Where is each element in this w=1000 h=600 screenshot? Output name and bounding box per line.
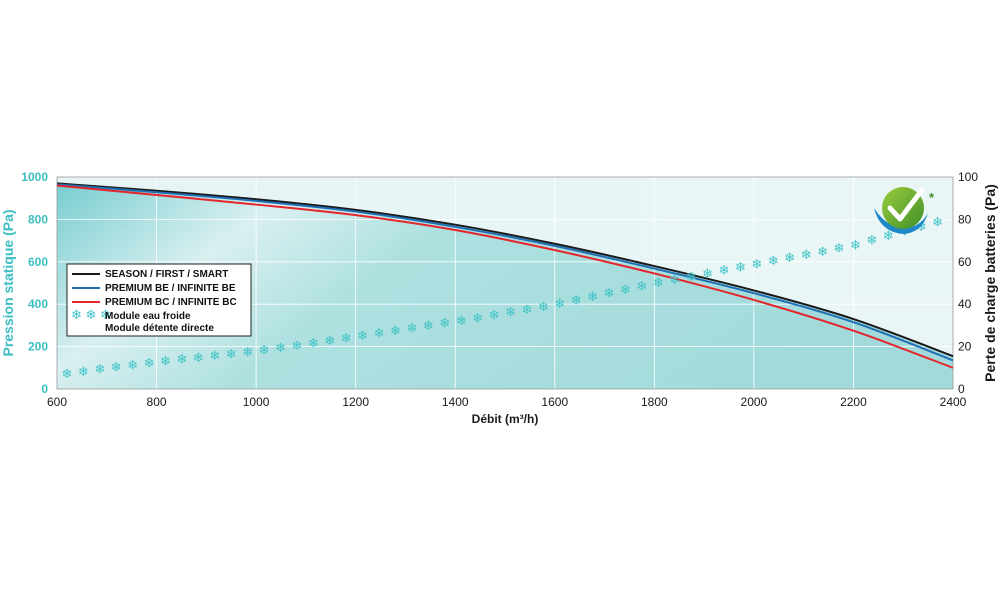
snowflake-marker-24: ❄ [456,313,467,328]
x-tick-1400: 1400 [442,395,469,409]
snowflake-marker-40: ❄ [719,263,730,278]
snowflake-marker-30: ❄ [554,296,565,311]
snowflake-marker-41: ❄ [735,259,746,274]
snowflake-marker-39: ❄ [702,266,713,281]
legend-label-1: PREMIUM BE / INFINITE BE [105,283,236,294]
y-left-tick-600: 600 [28,255,48,269]
legend-snowflake-icon: ❄ ❄ ❄ [71,307,111,322]
y-right-tick-100: 100 [958,170,978,184]
x-tick-1800: 1800 [641,395,668,409]
x-tick-800: 800 [147,395,167,409]
snowflake-marker-3: ❄ [111,360,122,375]
legend-label-2: PREMIUM BC / INFINITE BC [105,297,237,308]
snowflake-marker-32: ❄ [587,289,598,304]
snowflake-marker-1: ❄ [78,364,89,379]
snowflake-marker-16: ❄ [324,333,335,348]
y-left-tick-200: 200 [28,340,48,354]
legend-box [66,263,252,337]
legend-label-0: SEASON / FIRST / SMART [105,269,228,280]
snowflake-marker-15: ❄ [308,335,319,350]
snowflake-marker-50: ❄ [883,228,894,243]
x-tick-2000: 2000 [741,395,768,409]
logo-asterisk: * [929,190,935,205]
plot-frame [56,176,954,390]
y-right-tick-80: 80 [958,212,972,226]
snowflake-marker-33: ❄ [604,286,615,301]
x-tick-1200: 1200 [342,395,369,409]
y-left-tick-1000: 1000 [21,170,48,184]
snowflake-marker-27: ❄ [505,305,516,320]
snowflake-marker-28: ❄ [521,302,532,317]
snowflake-marker-9: ❄ [209,348,220,363]
y-axis-right-title: Perte de charge batteries (Pa) [982,184,998,382]
x-tick-1000: 1000 [243,395,270,409]
y-right-tick-20: 20 [958,340,972,354]
snowflake-marker-21: ❄ [406,321,417,336]
snowflake-marker-35: ❄ [636,279,647,294]
y-right-tick-0: 0 [958,382,965,396]
area-under-curve [57,183,953,389]
snowflake-marker-34: ❄ [620,282,631,297]
snowflake-marker-4: ❄ [127,357,138,372]
snowflake-marker-7: ❄ [176,352,187,367]
snowflake-marker-37: ❄ [669,272,680,287]
y-left-tick-800: 800 [28,212,48,226]
snowflake-marker-45: ❄ [801,247,812,262]
snowflake-marker-0: ❄ [62,366,73,381]
x-axis-title: Débit (m³/h) [472,412,539,426]
snowflake-marker-49: ❄ [866,233,877,248]
snowflake-marker-19: ❄ [374,326,385,341]
series-line-2 [56,184,954,369]
snowflake-marker-46: ❄ [817,244,828,259]
snowflake-marker-43: ❄ [768,253,779,268]
legend: SEASON / FIRST / SMART PREMIUM BE / INFI… [66,263,252,337]
snowflake-marker-14: ❄ [291,338,302,353]
snowflake-marker-48: ❄ [850,237,861,252]
series-line-1 [56,183,954,362]
snowflake-marker-38: ❄ [686,269,697,284]
snowflake-marker-17: ❄ [341,330,352,345]
snowflake-marker-47: ❄ [834,241,845,256]
snowflake-marker-29: ❄ [538,299,549,314]
snowflake-marker-5: ❄ [144,355,155,370]
snowflake-marker-6: ❄ [160,353,171,368]
x-tick-2200: 2200 [840,395,867,409]
snowflake-marker-53: ❄ [932,215,943,230]
snowflake-marker-44: ❄ [784,250,795,265]
legend-label-3b: Module détente directe [105,323,214,334]
series-line-0 [56,182,954,358]
y-axis-left-title: Pression statique (Pa) [0,209,16,356]
legend-label-3: Module eau froide [105,311,191,322]
snowflake-marker-42: ❄ [751,256,762,271]
snowflake-marker-26: ❄ [489,308,500,323]
snowflake-marker-25: ❄ [472,310,483,325]
y-left-tick-0: 0 [41,382,48,396]
brand-logo-icon: * [874,187,935,234]
y-right-tick-40: 40 [958,297,972,311]
snowflake-marker-12: ❄ [259,343,270,358]
snowflake-marker-11: ❄ [242,345,253,360]
x-tick-2400: 2400 [940,395,967,409]
y-right-tick-60: 60 [958,255,972,269]
snowflake-marker-31: ❄ [571,293,582,308]
snowflake-marker-2: ❄ [94,362,105,377]
snowflake-marker-8: ❄ [193,350,204,365]
snowflake-marker-18: ❄ [357,328,368,343]
snowflake-marker-10: ❄ [226,346,237,361]
snowflake-marker-52: ❄ [916,219,927,234]
x-tick-1600: 1600 [541,395,568,409]
snowflake-marker-20: ❄ [390,323,401,338]
snowflake-marker-22: ❄ [423,318,434,333]
snowflake-marker-13: ❄ [275,340,286,355]
x-tick-600: 600 [47,395,67,409]
snowflake-marker-36: ❄ [653,275,664,290]
y-left-tick-400: 400 [28,297,48,311]
snowflake-marker-23: ❄ [439,316,450,331]
